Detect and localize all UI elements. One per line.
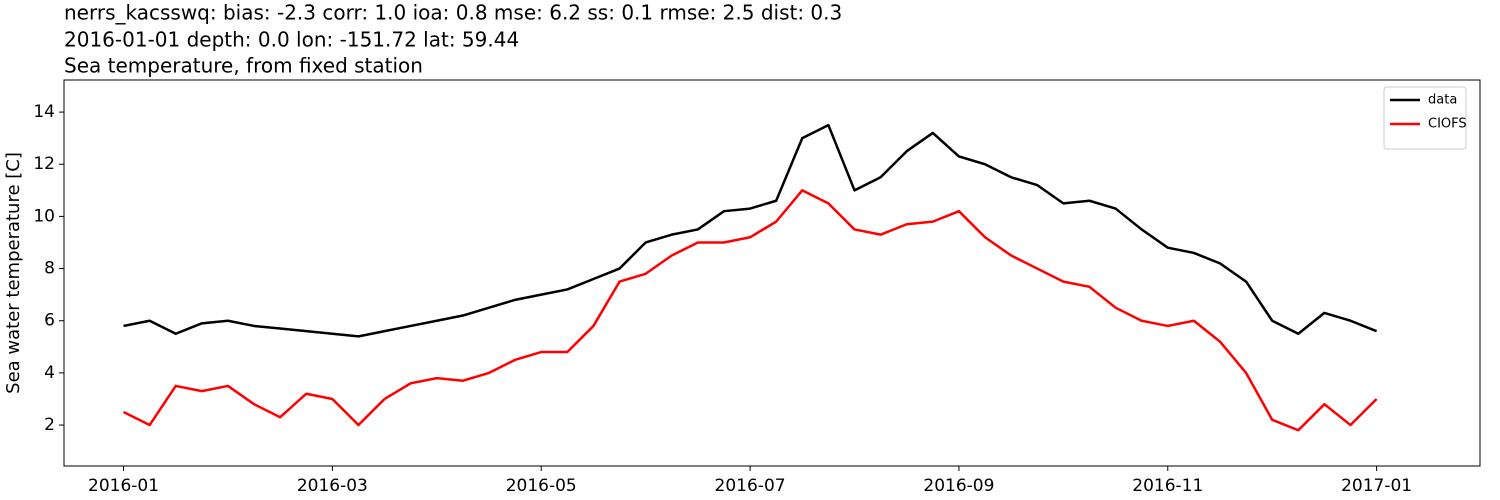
legend-box — [1383, 86, 1467, 150]
title-line: Sea temperature, from fixed station — [64, 54, 423, 78]
y-axis-label: Sea water temperature [C] — [3, 152, 24, 394]
legend-label: data — [1428, 93, 1457, 108]
y-tick-label: 10 — [33, 206, 55, 226]
series-line — [123, 123, 1378, 338]
y-tick-label: 6 — [44, 311, 55, 331]
x-tick-label: 2017-01 — [1341, 476, 1412, 496]
y-tick-label: 4 — [44, 363, 55, 383]
y-tick-label: 2 — [44, 415, 55, 435]
plot-frame — [63, 79, 1481, 467]
x-tick-label: 2016-01 — [88, 476, 159, 496]
x-tick-label: 2016-07 — [715, 476, 786, 496]
y-tick-label: 12 — [33, 154, 55, 174]
y-tick-label: 14 — [33, 102, 55, 122]
title-line: nerrs_kacsswq: bias: -2.3 corr: 1.0 ioa:… — [64, 1, 842, 25]
series-line — [122, 189, 1378, 432]
y-tick-label: 8 — [44, 259, 55, 279]
x-tick-label: 2016-11 — [1132, 476, 1203, 496]
x-tick-label: 2016-09 — [923, 476, 994, 496]
title-line: 2016-01-01 depth: 0.0 lon: -151.72 lat: … — [64, 28, 519, 52]
x-tick-label: 2016-03 — [297, 476, 368, 496]
x-tick-label: 2016-05 — [506, 476, 577, 496]
legend-label: CIOFS — [1428, 117, 1467, 132]
